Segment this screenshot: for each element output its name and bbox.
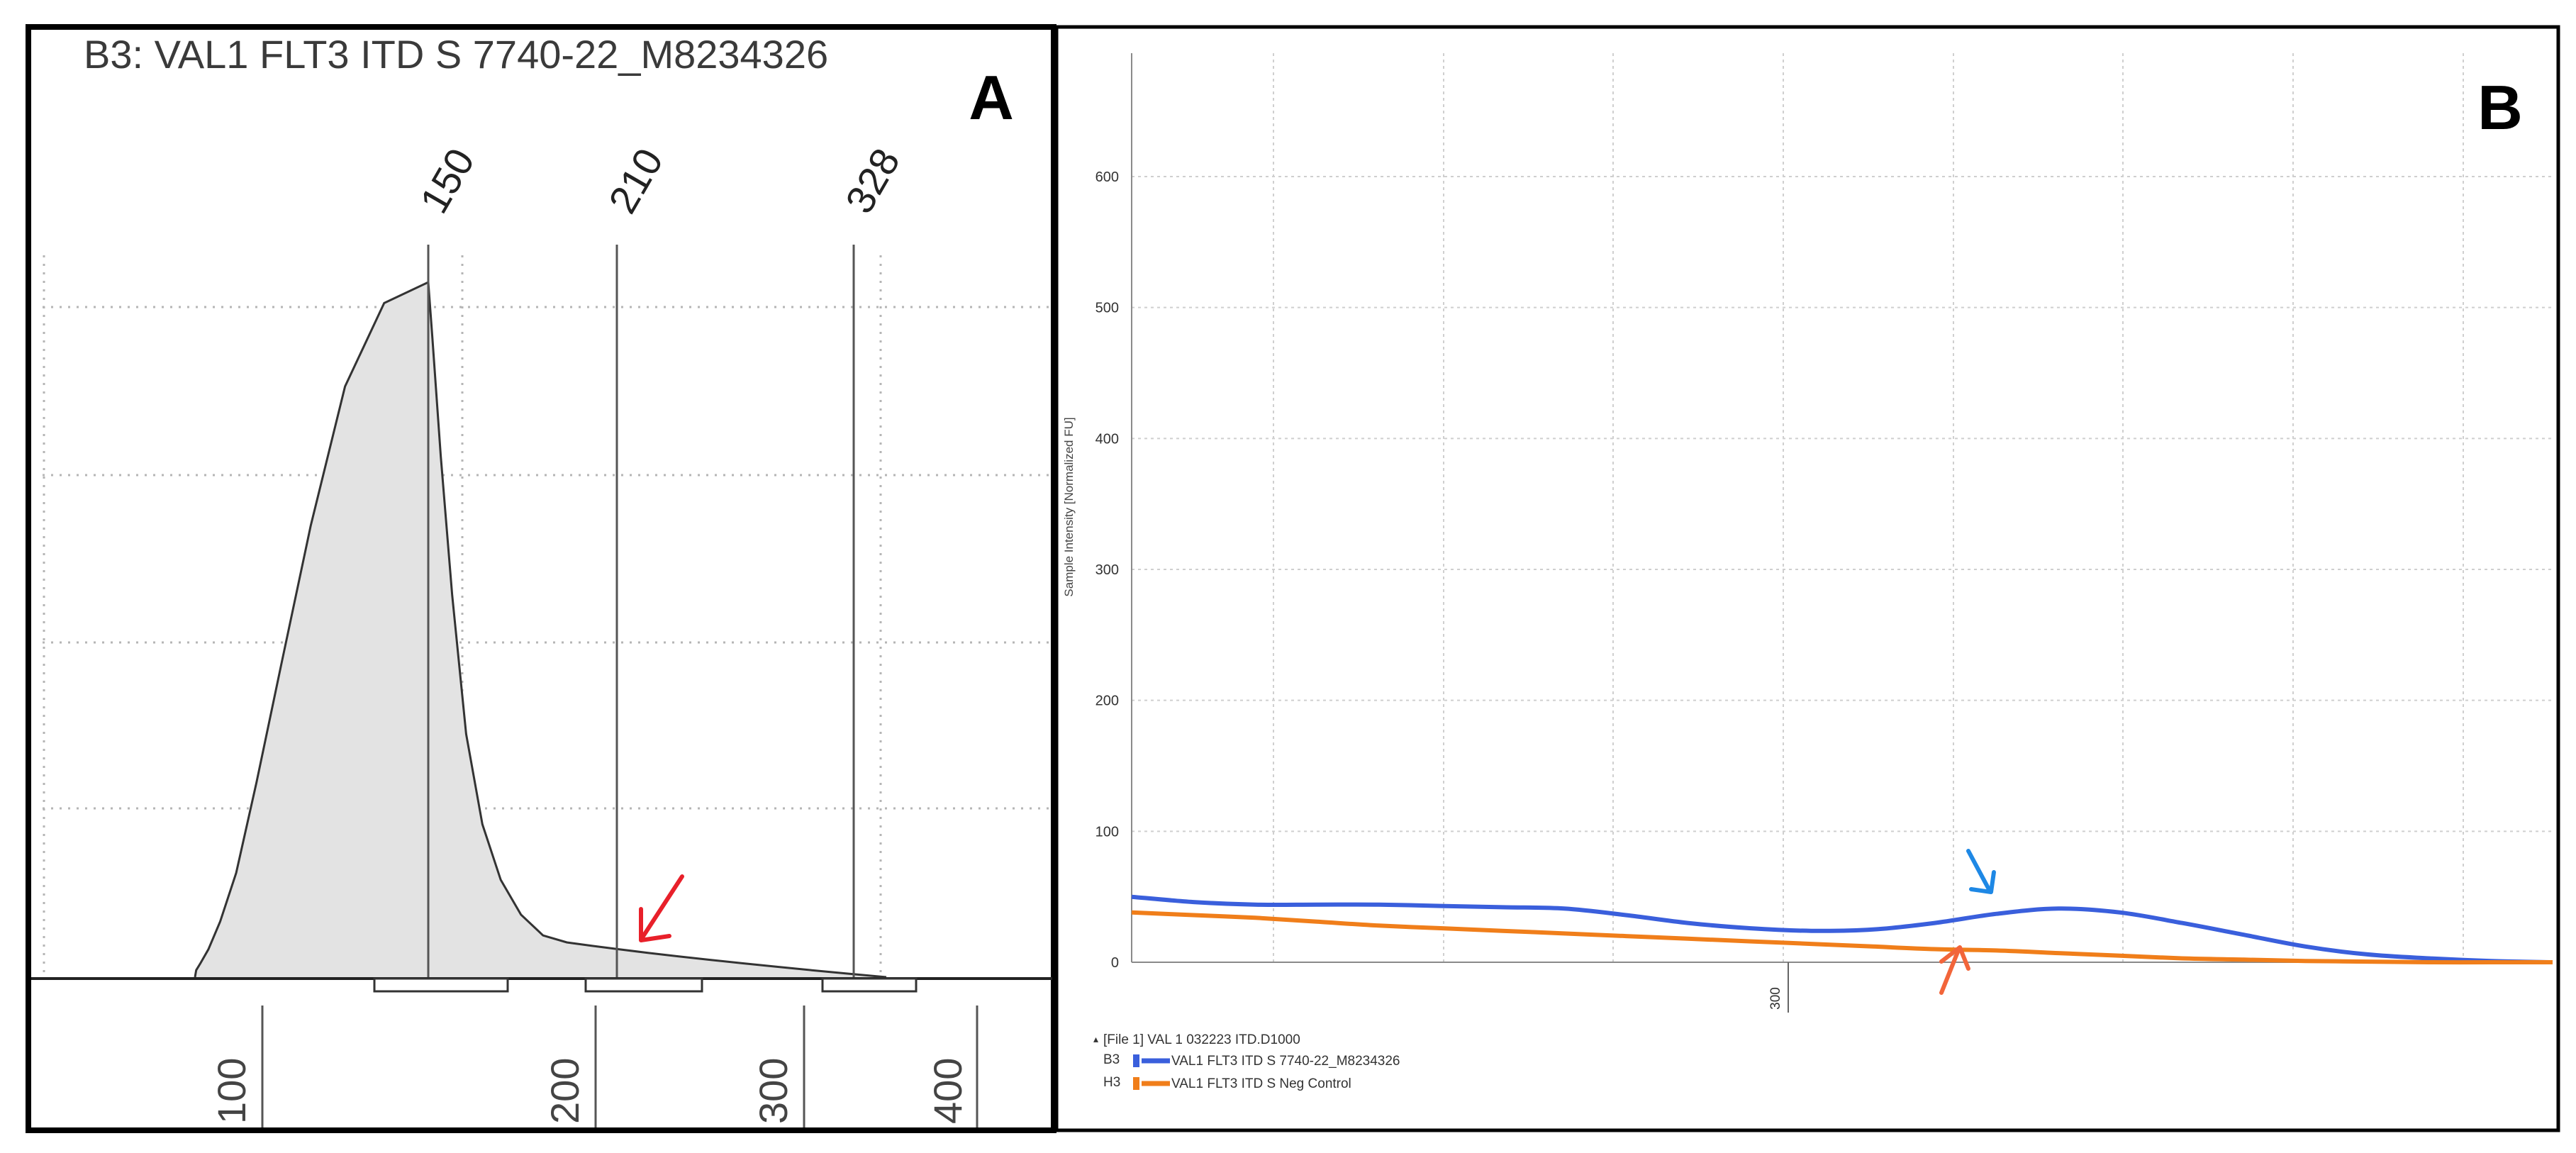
panel-a-trace: [194, 280, 887, 979]
panel-a-frame: [26, 24, 1056, 1133]
peak-box: [821, 977, 918, 993]
y-tick-label: 600: [1095, 169, 1119, 185]
panel-b-label: B: [2477, 72, 2523, 143]
panel-a-red-arrow-icon: [639, 874, 684, 942]
trace-line: [194, 280, 887, 979]
arrow-head: [1939, 945, 1970, 971]
y-tick-label: 500: [1095, 301, 1119, 316]
panel-b-legend: ▴ [File 1] VAL 1 032223 ITD.D1000 B3 VAL…: [1093, 1032, 1400, 1091]
panel-b-x-tick-label: 300: [1768, 987, 1783, 1010]
arrow-head: [639, 907, 671, 942]
x-tick-label: 400: [925, 1058, 970, 1124]
panel-b-orange-arrow-icon: [1939, 945, 1970, 995]
x-tick-label: 100: [209, 1058, 254, 1124]
legend-row[interactable]: H3 VAL1 FLT3 ITD S Neg Control: [1103, 1075, 1351, 1091]
legend-collapse-icon[interactable]: ▴: [1093, 1033, 1098, 1045]
y-tick-label: 300: [1095, 562, 1119, 578]
panel-a-label: A: [969, 62, 1014, 133]
y-tick-label: 200: [1095, 694, 1119, 709]
panel-b: B 0 100 200 300 400 500 600 Sample Intensity […: [1054, 25, 2560, 1132]
x-tick-label: 200: [542, 1058, 587, 1124]
legend-series-name: VAL1 FLT3 ITD S Neg Control: [1171, 1076, 1351, 1091]
panel-a-title: B3: VAL1 FLT3 ITD S 7740-22_M8234326: [84, 32, 828, 77]
panel-a-peak-boxes: [373, 977, 918, 993]
y-tick-label: 400: [1095, 431, 1119, 447]
arrow-shaft: [1939, 948, 1961, 995]
arrow-shaft: [640, 874, 684, 940]
arrow-head: [1969, 870, 1996, 894]
legend-series-name: VAL1 FLT3 ITD S 7740-22_M8234326: [1171, 1054, 1400, 1069]
panel-b-grid: [1132, 53, 2553, 962]
series-line: [1131, 894, 2553, 964]
arrow-shaft: [1966, 849, 1992, 893]
legend-well: B3: [1103, 1052, 1120, 1067]
panel-b-y-axis-label: Sample Intensity [Normalized FU]: [1062, 417, 1076, 596]
legend-row[interactable]: B3 VAL1 FLT3 ITD S 7740-22_M8234326: [1103, 1052, 1400, 1069]
panel-a-grid: [43, 255, 1052, 977]
legend-swatch-marker: [1133, 1077, 1139, 1090]
peak-box: [373, 977, 509, 993]
peak-box: [584, 977, 703, 993]
x-tick-label: 300: [751, 1058, 796, 1124]
panel-b-y-ticks: 0 100 200 300 400 500 600: [1095, 169, 1119, 971]
y-tick-label: 100: [1095, 824, 1119, 840]
legend-swatch-marker: [1133, 1054, 1139, 1067]
panel-a-x-ticks: 100 200 300 400: [209, 1006, 978, 1127]
panel-b-frame: [1054, 25, 2560, 1132]
trace-fill: [195, 282, 886, 977]
legend-file-label: [File 1] VAL 1 032223 ITD.D1000: [1103, 1032, 1300, 1047]
panel-b-x-tick: 300: [1768, 962, 1789, 1013]
y-tick-label: 0: [1111, 955, 1119, 971]
panel-b-blue-arrow-icon: [1966, 849, 1996, 894]
legend-well: H3: [1103, 1075, 1120, 1090]
panel-b-series: [1131, 894, 2553, 965]
series-line: [1131, 910, 2553, 965]
